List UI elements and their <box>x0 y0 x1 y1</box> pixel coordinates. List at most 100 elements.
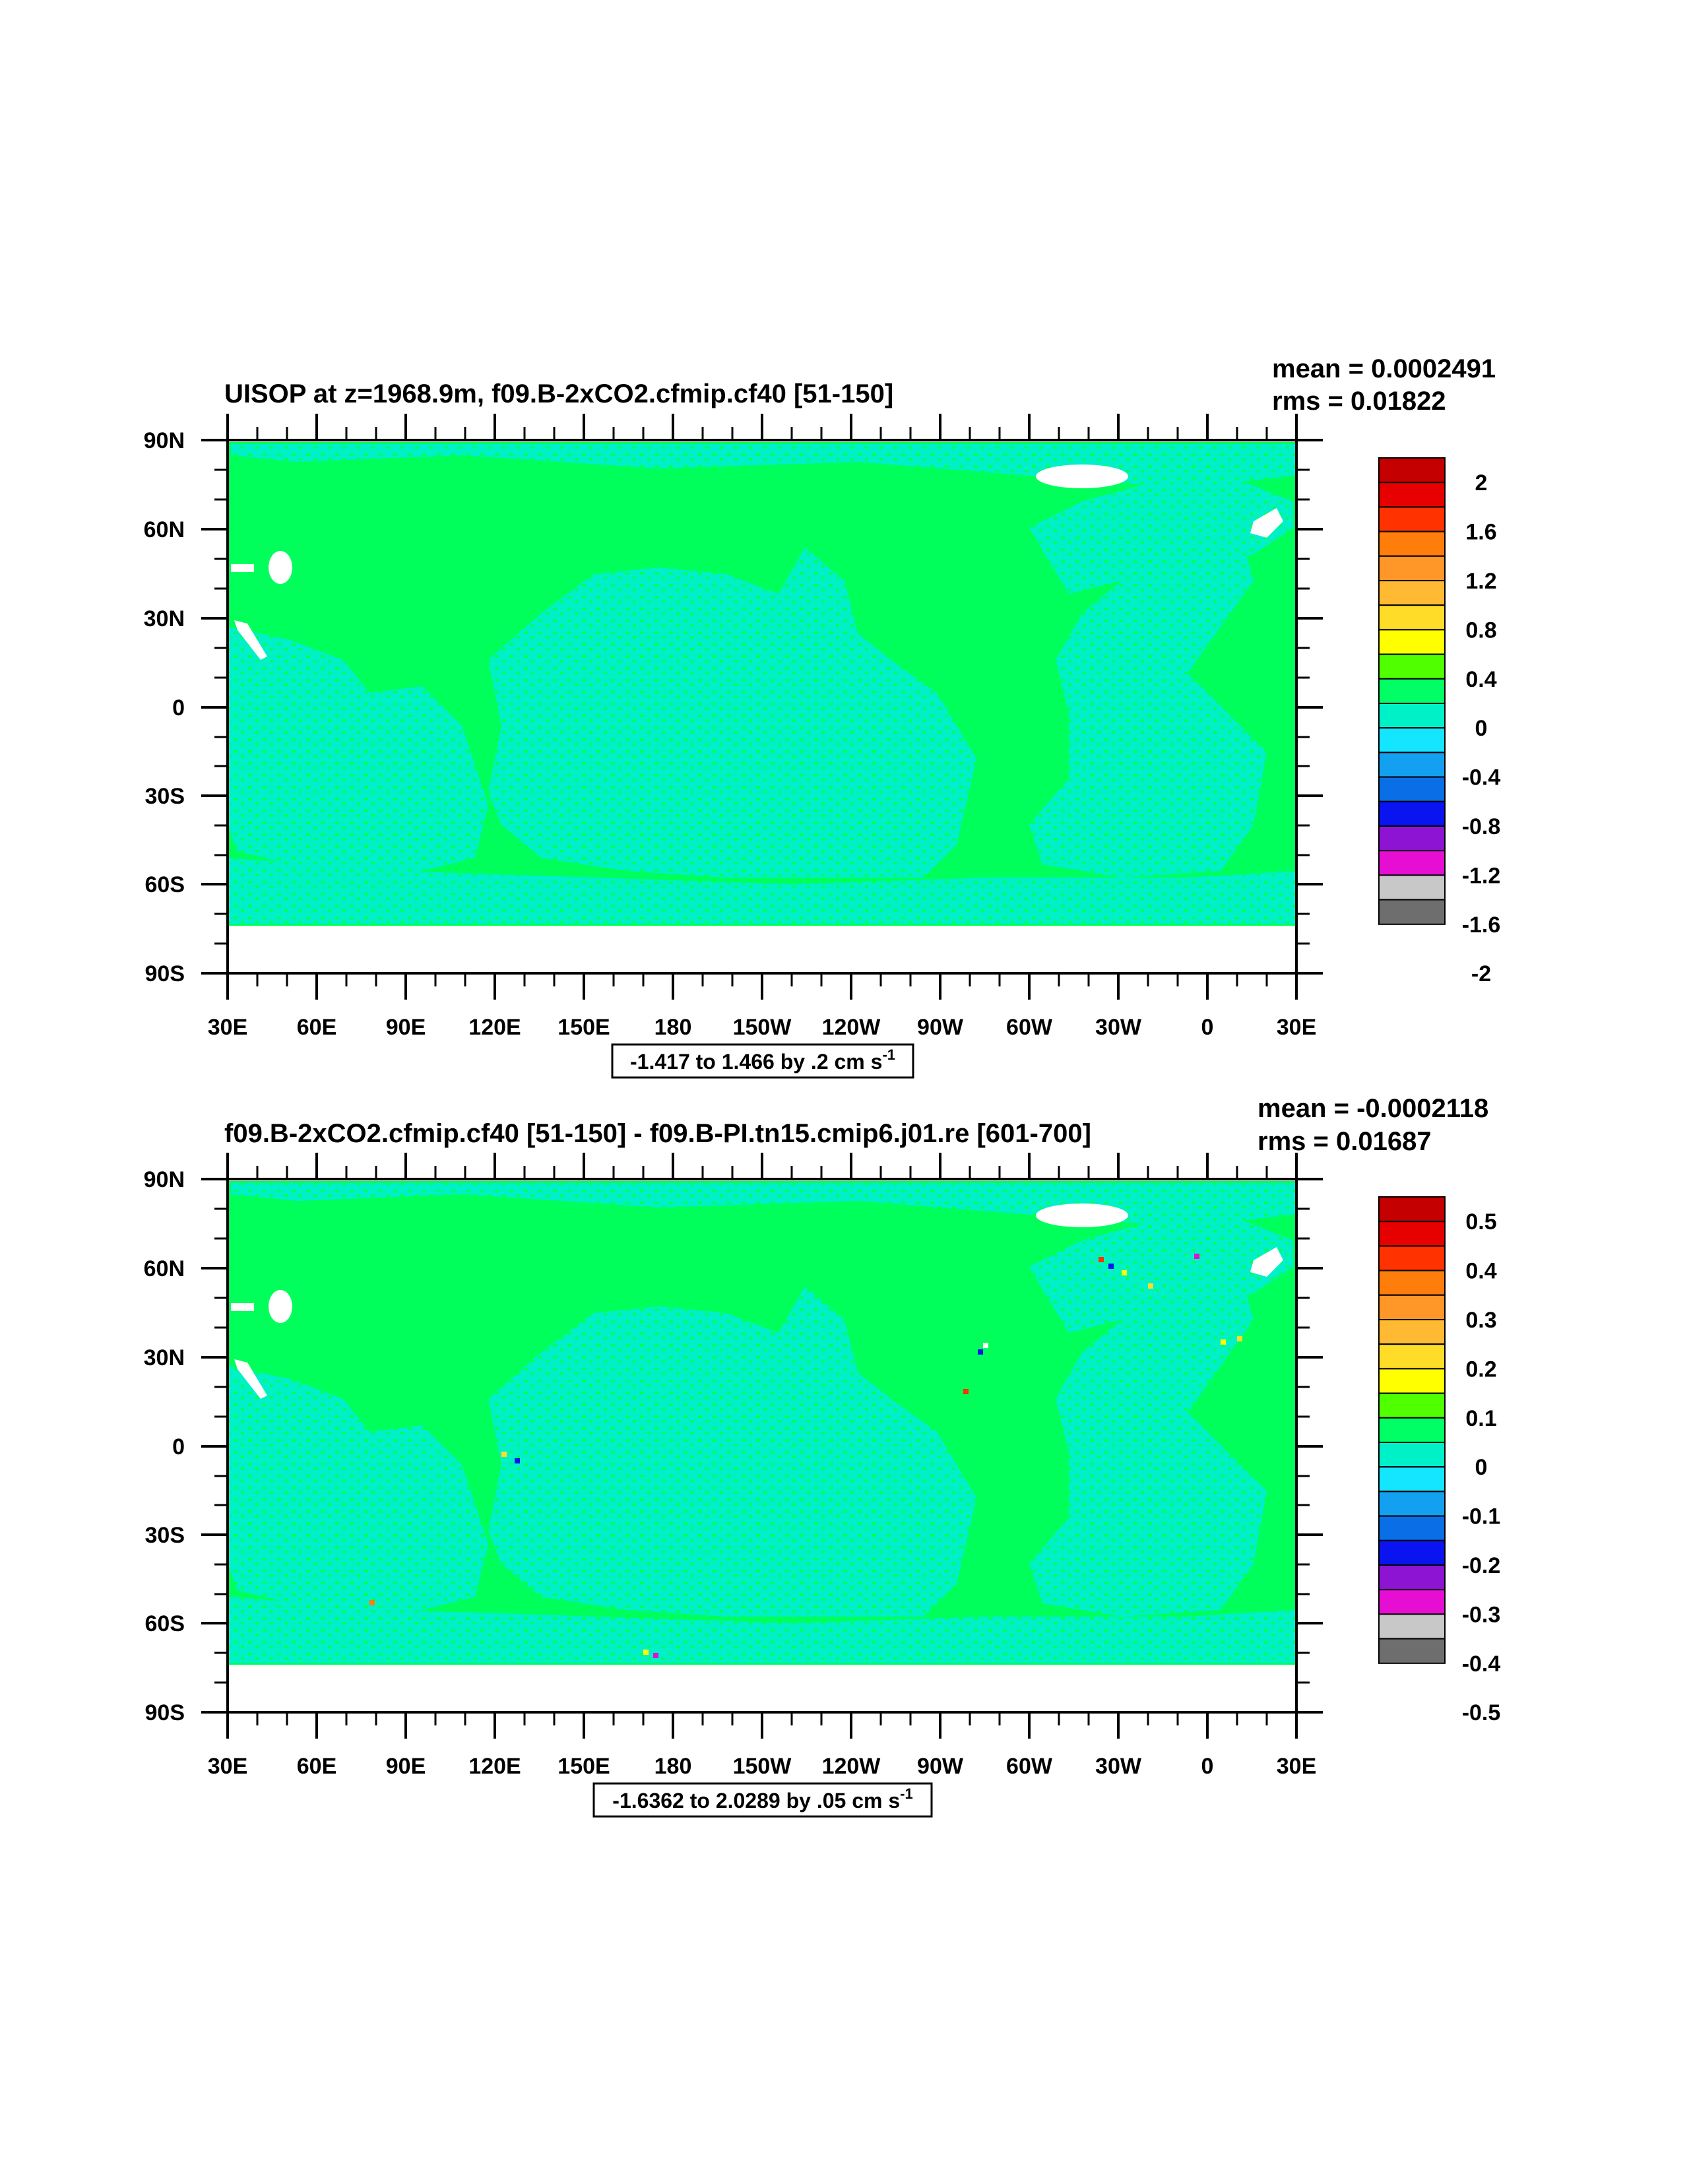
colorbar-swatch <box>1378 530 1446 557</box>
map-ocean-indian <box>228 1366 488 1617</box>
colorbar-swatch <box>1378 629 1446 655</box>
lat-label: 60S <box>145 1611 185 1636</box>
colorbar-swatch <box>1378 457 1446 484</box>
panel-2-colorbar: 0.5 0.4 0.3 0.2 0.1 0 -0.1 -0.2 -0.3 -0.4 -0.5 <box>1378 1196 1501 1725</box>
colorbar-label: 1.2 <box>1465 569 1496 594</box>
colorbar-swatch <box>1378 800 1446 827</box>
lat-label: 30N <box>144 606 185 631</box>
map-missing-black-sea <box>231 1303 254 1311</box>
map-ocean-arctic <box>231 444 1296 488</box>
colorbar-label: -0.4 <box>1462 765 1501 790</box>
map-ocean-arctic <box>231 1183 1296 1227</box>
panel-1-minor-ticks <box>214 427 1310 986</box>
map-ocean-pacific <box>488 548 976 878</box>
colorbar-swatch <box>1378 653 1446 680</box>
lat-label: 90N <box>144 1167 185 1192</box>
colorbar-swatch <box>1378 1564 1446 1591</box>
panel-1: UISOP at z=1968.9m, f09.B-2xCO2.cfmip.cf… <box>144 354 1501 1079</box>
lat-label: 90N <box>144 428 185 453</box>
map-missing-caspian <box>269 551 292 584</box>
panel-1-lon-ticks <box>226 414 1298 1000</box>
map-ocean-pacific <box>488 1287 976 1617</box>
map-missing-baffin <box>1250 1247 1283 1277</box>
colorbar-swatch <box>1378 1392 1446 1419</box>
lon-label: 120E <box>468 1015 521 1040</box>
lon-label: 60W <box>1006 1754 1053 1779</box>
colorbar-swatch <box>1378 1343 1446 1370</box>
colorbar-label: 2 <box>1475 470 1488 496</box>
panel-2-lat-ticks <box>201 1178 1323 1714</box>
colorbar-label: 0.4 <box>1465 667 1496 692</box>
colorbar-label: -0.1 <box>1462 1504 1501 1529</box>
colorbar-swatch <box>1378 776 1446 802</box>
range-text: -1.6362 to 2.0289 by .05 cm s <box>612 1789 900 1813</box>
lon-label: 90E <box>386 1015 426 1040</box>
colorbar-swatch <box>1378 850 1446 876</box>
panel-1-lat-ticks <box>201 439 1323 975</box>
map-missing-hudson <box>1036 465 1128 488</box>
panel-1-map <box>228 442 1296 944</box>
map-anomaly-specks <box>369 1254 1242 1658</box>
colorbar-swatch <box>1378 555 1446 581</box>
colorbar-swatch <box>1378 1613 1446 1640</box>
lat-label: 90S <box>145 1700 185 1725</box>
range-exponent: -1 <box>882 1046 895 1063</box>
lon-label: 30E <box>1277 1015 1317 1040</box>
map-ocean-north-atlantic <box>1029 475 1293 594</box>
map-missing-caspian <box>269 1290 292 1323</box>
colorbar-label: -0.3 <box>1462 1602 1501 1627</box>
colorbar-swatch <box>1378 1269 1446 1296</box>
lon-label: 60W <box>1006 1015 1053 1040</box>
colorbar-label: -0.4 <box>1462 1652 1501 1677</box>
range-exponent: -1 <box>900 1785 913 1802</box>
map-ocean-atlantic <box>1029 528 1267 878</box>
panel-1-rms: rms = 0.01822 <box>1272 387 1446 416</box>
lon-label: 90W <box>917 1015 964 1040</box>
colorbar-swatch <box>1378 899 1446 925</box>
colorbar-swatch <box>1378 1417 1446 1444</box>
map-ocean-north-atlantic <box>1029 1214 1293 1333</box>
colorbar-label: 0.4 <box>1465 1259 1496 1284</box>
map-southern-missing <box>228 1665 1296 1683</box>
lat-label: 60S <box>145 872 185 897</box>
lat-label: 30S <box>145 1523 185 1548</box>
panel-1-range-box <box>611 1043 914 1079</box>
colorbar-label: 0.2 <box>1465 1357 1496 1382</box>
panel-2-map <box>228 1181 1296 1683</box>
colorbar-swatch <box>1378 752 1446 778</box>
lat-label: 30S <box>145 784 185 809</box>
panel-1-mean: mean = 0.0002491 <box>1272 354 1496 383</box>
map-missing-red-sea <box>234 1359 267 1399</box>
panel-1-range-label: -1.417 to 1.466 by .2 cm s-1 <box>630 1046 895 1074</box>
map-ocean-southern <box>228 858 1296 924</box>
colorbar-label: 1.6 <box>1465 520 1496 545</box>
colorbar-label: -1.6 <box>1462 913 1501 938</box>
map-ocean-indian <box>228 627 488 878</box>
panel-1-colorbar: 2 1.6 1.2 0.8 0.4 0 -0.4 -0.8 -1.2 -1.6 -2 <box>1378 457 1501 986</box>
panel-2-range-box <box>592 1782 933 1818</box>
map-missing-baffin <box>1250 508 1283 538</box>
colorbar-label: 0.8 <box>1465 618 1496 643</box>
colorbar-swatch <box>1378 1294 1446 1321</box>
colorbar-swatch <box>1378 1368 1446 1394</box>
lon-label: 120W <box>822 1754 881 1779</box>
lon-label: 120E <box>468 1754 521 1779</box>
lon-label: 0 <box>1201 1754 1214 1779</box>
lon-label: 30E <box>208 1015 248 1040</box>
lon-label: 150W <box>733 1015 792 1040</box>
lon-label: 150E <box>558 1015 610 1040</box>
colorbar-label: -0.5 <box>1462 1700 1501 1725</box>
colorbar-swatch <box>1378 506 1446 532</box>
lon-label: 180 <box>654 1015 692 1040</box>
panel-2-title: f09.B-2xCO2.cfmip.cf40 [51-150] - f09.B-… <box>224 1119 1091 1148</box>
map-southern-missing <box>228 926 1296 944</box>
lat-label: 90S <box>145 961 185 986</box>
colorbar-swatch <box>1378 1638 1446 1664</box>
panel-2-lon-labels: 30E 60E 90E 120E 150E 180 150W 120W 90W … <box>208 1754 1317 1779</box>
lon-label: 0 <box>1201 1015 1214 1040</box>
colorbar-label: 0 <box>1475 716 1488 741</box>
colorbar-swatch <box>1378 874 1446 901</box>
map-missing-red-sea <box>234 620 267 660</box>
lon-label: 90E <box>386 1754 426 1779</box>
